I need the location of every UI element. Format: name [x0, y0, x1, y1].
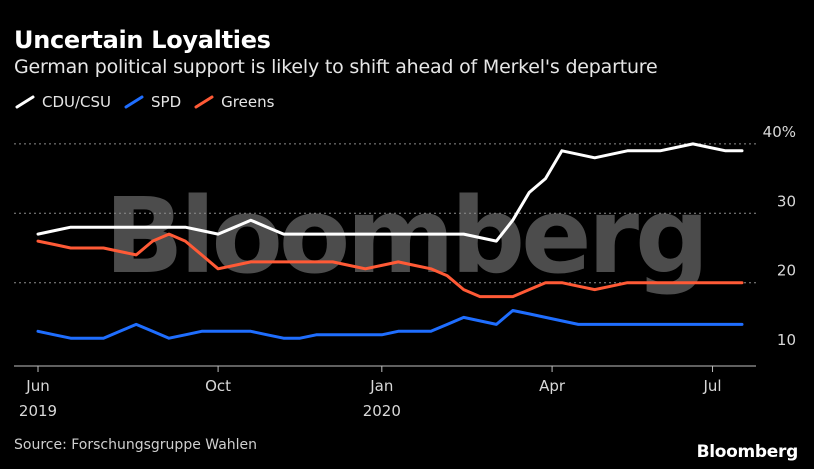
x-tick-label-jan: Jan [369, 377, 393, 395]
watermark: Bloomberg [105, 175, 706, 297]
x-tick-label-jul: Jul [702, 377, 721, 395]
legend-swatch-greens [194, 95, 214, 109]
y-tick-label-10: 10 [777, 331, 796, 349]
legend: CDU/CSU SPD Greens [14, 93, 286, 111]
x-tick-label-jun: Jun [25, 377, 49, 395]
x-tick-sublabel-2019: 2019 [19, 402, 57, 420]
legend-swatch-spd [124, 95, 144, 109]
legend-item-greens: Greens [193, 93, 274, 111]
legend-label-greens: Greens [221, 93, 275, 111]
chart-subtitle: German political support is likely to sh… [14, 56, 658, 78]
y-tick-label-40: 40% [763, 123, 796, 141]
y-tick-label-30: 30 [777, 192, 796, 210]
series-line-cdu-csu [36, 142, 744, 243]
x-tick-label-oct: Oct [205, 377, 231, 395]
source-note: Source: Forschungsgruppe Wahlen [14, 437, 258, 453]
legend-label-spd: SPD [151, 93, 182, 111]
y-tick-label-20: 20 [777, 262, 796, 280]
legend-label-cdu-csu: CDU/CSU [42, 93, 112, 111]
series-line-greens [36, 232, 744, 299]
brand-logo: Bloomberg [696, 442, 799, 462]
series-line-spd [36, 309, 744, 340]
x-tick-label-apr: Apr [539, 377, 566, 395]
legend-item-cdu-csu: CDU/CSU [14, 93, 111, 111]
chart-title: Uncertain Loyalties [14, 26, 271, 54]
x-tick-sublabel-2020: 2020 [363, 402, 401, 420]
legend-swatch-cdu-csu [15, 95, 35, 109]
legend-item-spd: SPD [123, 93, 181, 111]
